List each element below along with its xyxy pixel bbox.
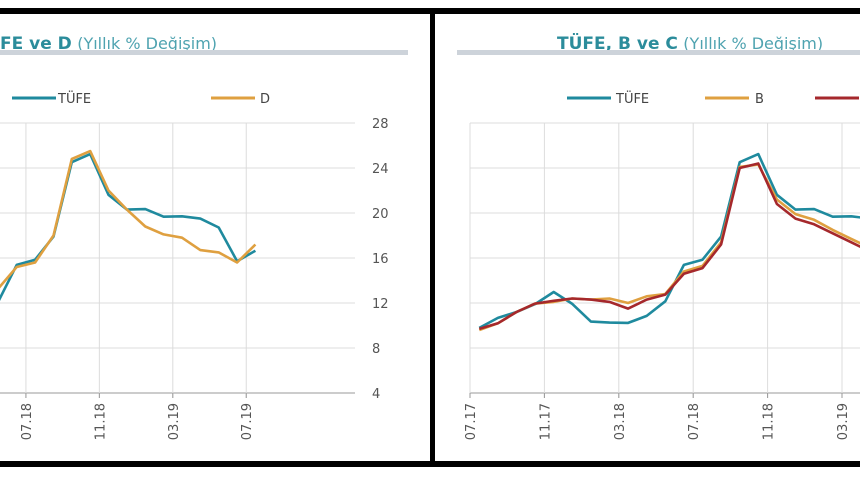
legend-label: B — [755, 92, 764, 107]
x-tick-label: 03.19 — [167, 403, 182, 440]
right-chart-panel: TÜFE, B ve C (Yıllık % Değişim) 07.17 11.… — [435, 14, 860, 461]
title-underline — [457, 50, 860, 55]
x-tick-label: 07.18 — [20, 403, 35, 440]
y-tick-label: 24 — [372, 162, 389, 177]
chart-title-subtitle: (Yıllık % Değişim) — [77, 34, 218, 53]
y-tick-label: 16 — [372, 252, 389, 267]
chart-title: FE ve D (Yıllık % Değişim) — [0, 34, 217, 54]
left-chart-panel: FE ve D (Yıllık % Değişim) 4 8 12 16 20 24 28 0… — [0, 14, 430, 461]
legend-label: TÜFE — [615, 90, 649, 107]
series-line-b — [478, 163, 860, 332]
y-tick-label: 8 — [372, 342, 380, 357]
chart-title: TÜFE, B ve C (Yıllık % Değişim) — [557, 34, 823, 54]
series-line-d — [0, 149, 257, 289]
series-line-tüfe — [478, 152, 860, 330]
left-chart-plot: 48121620242803.1807.1811.1803.1907.19TÜF… — [0, 90, 389, 440]
title-underline — [0, 50, 408, 55]
panel-divider — [430, 8, 435, 467]
x-tick-label: 07.18 — [687, 403, 702, 440]
x-tick-label: 03.19 — [836, 403, 851, 440]
chart-title-subtitle: (Yıllık % Değişim) — [683, 34, 824, 53]
legend-label: D — [260, 92, 270, 107]
x-tick-label: 11.17 — [538, 403, 553, 440]
x-tick-label: 03.18 — [613, 403, 628, 440]
x-tick-label: 11.18 — [93, 403, 108, 440]
y-tick-label: 28 — [372, 117, 389, 132]
right-chart-plot: 07.17 11.17 03.18 07.18 11.18 03.19 TÜFE B — [464, 90, 860, 440]
x-tick-label: 07.17 — [464, 403, 479, 440]
y-tick-label: 20 — [372, 207, 389, 222]
legend-label: TÜFE — [57, 90, 91, 107]
x-tick-label: 11.18 — [762, 403, 777, 440]
chart-title-bold: TÜFE, B ve C — [557, 34, 678, 54]
y-tick-label: 4 — [372, 387, 380, 402]
x-tick-label: 07.19 — [240, 403, 255, 440]
series-line-c — [478, 162, 860, 331]
chart-title-bold: FE ve D — [0, 34, 72, 54]
series-line-tüfe — [0, 152, 257, 302]
y-tick-label: 12 — [372, 297, 389, 312]
